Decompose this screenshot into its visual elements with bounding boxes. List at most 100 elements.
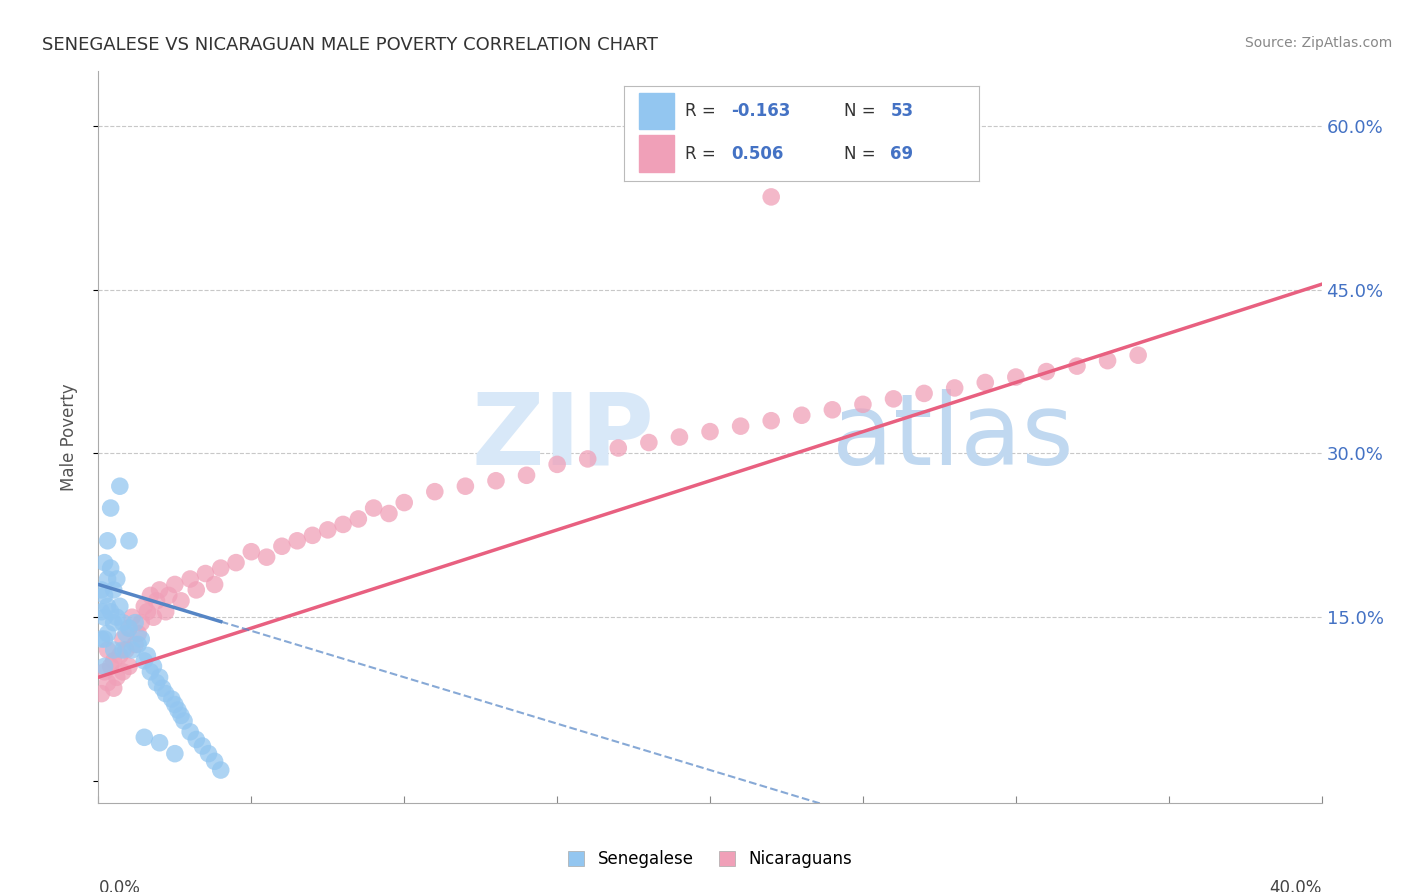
Point xyxy=(103,681,125,695)
Text: 53: 53 xyxy=(890,102,914,120)
Point xyxy=(90,605,112,619)
Point xyxy=(127,638,149,652)
Point xyxy=(301,528,323,542)
Point xyxy=(790,409,813,423)
Point xyxy=(1128,348,1150,362)
Point xyxy=(97,675,120,690)
Point xyxy=(1035,365,1057,379)
Point xyxy=(93,556,115,570)
Point xyxy=(124,615,146,630)
Point xyxy=(97,572,120,586)
Point xyxy=(730,419,752,434)
Point xyxy=(209,561,232,575)
Point xyxy=(129,615,152,630)
Point xyxy=(240,545,263,559)
Bar xyxy=(638,93,673,128)
Point xyxy=(363,501,385,516)
Text: Source: ZipAtlas.com: Source: ZipAtlas.com xyxy=(1244,36,1392,50)
Point xyxy=(347,512,370,526)
Point xyxy=(167,703,190,717)
Point xyxy=(103,643,125,657)
Point xyxy=(100,561,122,575)
Point xyxy=(759,414,782,428)
Point xyxy=(105,572,128,586)
Point xyxy=(118,621,141,635)
Point xyxy=(108,479,131,493)
Point xyxy=(191,739,214,753)
Legend: Senegalese, Nicaraguans: Senegalese, Nicaraguans xyxy=(561,844,859,875)
Point xyxy=(392,495,416,509)
Point xyxy=(637,435,661,450)
Point xyxy=(121,610,143,624)
Point xyxy=(821,402,844,417)
Point xyxy=(186,732,208,747)
Point xyxy=(111,643,134,657)
Point xyxy=(93,665,115,679)
Point xyxy=(186,582,208,597)
Point xyxy=(139,588,162,602)
Point xyxy=(139,665,162,679)
Point xyxy=(103,654,125,668)
Point xyxy=(103,615,125,630)
Point xyxy=(142,659,165,673)
Point xyxy=(134,731,156,745)
Text: R =: R = xyxy=(685,102,716,120)
Point xyxy=(204,754,226,768)
Y-axis label: Male Poverty: Male Poverty xyxy=(59,384,77,491)
Point xyxy=(103,582,125,597)
Point xyxy=(93,588,115,602)
Point xyxy=(93,659,115,673)
Point xyxy=(256,550,278,565)
Point xyxy=(332,517,354,532)
Point xyxy=(111,665,134,679)
Point xyxy=(115,643,138,657)
Bar xyxy=(638,136,673,171)
Text: 69: 69 xyxy=(890,145,914,162)
Text: N =: N = xyxy=(845,102,876,120)
Point xyxy=(883,392,905,406)
Text: 40.0%: 40.0% xyxy=(1270,880,1322,892)
Point xyxy=(163,698,186,712)
Point xyxy=(97,643,120,657)
Point xyxy=(111,632,134,646)
Point xyxy=(105,610,128,624)
Point xyxy=(145,675,167,690)
Point xyxy=(209,763,232,777)
Point xyxy=(118,621,141,635)
Point xyxy=(974,376,997,390)
Point xyxy=(157,588,180,602)
Point xyxy=(115,626,138,640)
Point xyxy=(170,594,193,608)
Point xyxy=(97,599,120,614)
Point xyxy=(93,610,115,624)
Point xyxy=(100,605,122,619)
Point xyxy=(163,747,186,761)
Point xyxy=(145,594,167,608)
Point xyxy=(136,648,159,663)
Text: ZIP: ZIP xyxy=(472,389,655,485)
Point xyxy=(316,523,339,537)
Point xyxy=(759,190,782,204)
Point xyxy=(121,643,143,657)
Text: atlas: atlas xyxy=(832,389,1074,485)
Text: N =: N = xyxy=(845,145,876,162)
Point xyxy=(127,626,149,640)
Point xyxy=(93,632,115,646)
Point xyxy=(225,556,247,570)
Point xyxy=(97,626,120,640)
Point xyxy=(170,708,193,723)
Point xyxy=(136,605,159,619)
Point xyxy=(285,533,308,548)
Point xyxy=(149,582,172,597)
Point xyxy=(1004,370,1026,384)
Point xyxy=(118,533,141,548)
Point xyxy=(179,572,201,586)
Point xyxy=(204,577,226,591)
Text: -0.163: -0.163 xyxy=(731,102,790,120)
Point xyxy=(179,724,201,739)
Point xyxy=(118,659,141,673)
Point xyxy=(155,687,177,701)
Point xyxy=(1066,359,1088,373)
Point xyxy=(108,648,131,663)
Point xyxy=(485,474,508,488)
